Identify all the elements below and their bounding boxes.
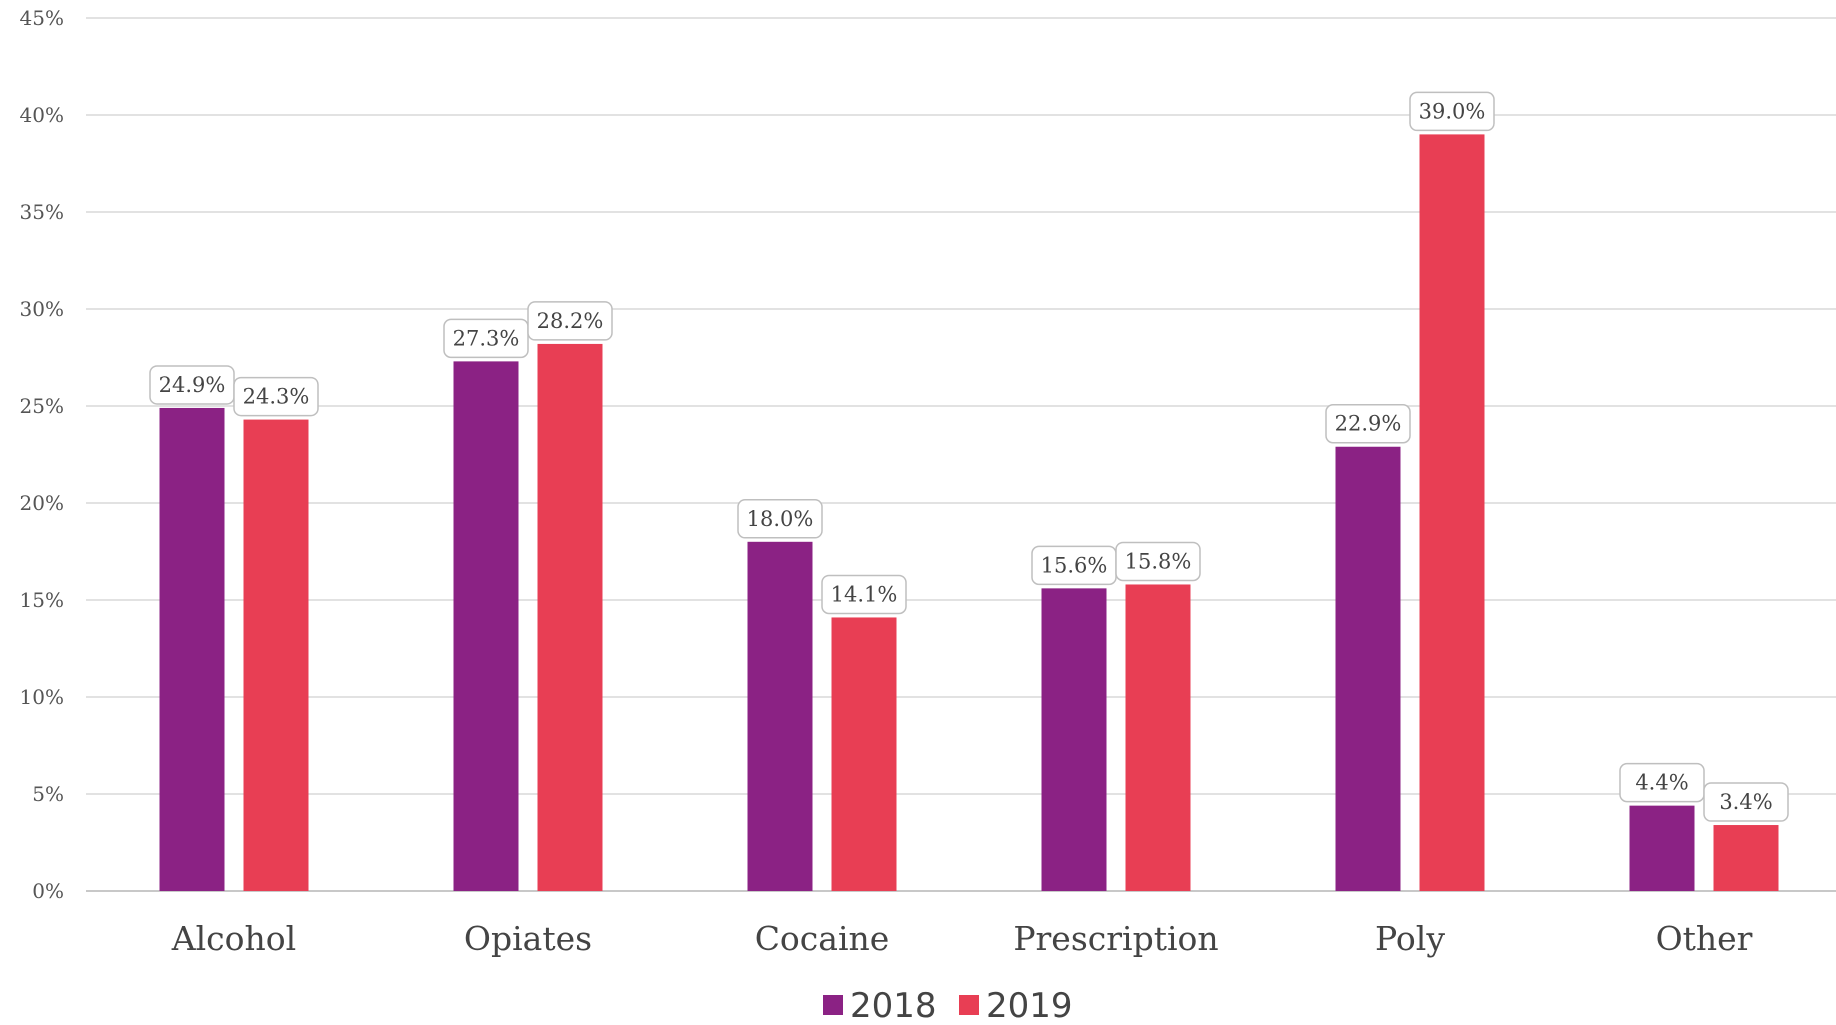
data-labels: 24.9% 24.3% 27.3% 28.2% 18.0% 14.1% 15.6% 15.8%…	[149, 91, 1789, 822]
data-label-box	[233, 376, 319, 417]
y-tick-label: 10%	[20, 685, 64, 709]
data-label-box	[1115, 541, 1201, 582]
data-label: 14.1%	[831, 582, 898, 606]
data-label-box	[737, 499, 823, 539]
data-label: 28.2%	[537, 309, 604, 333]
bar-2019-other	[1713, 825, 1779, 891]
data-label-box	[1325, 403, 1411, 444]
bars	[159, 134, 1779, 891]
bar-2018-opiates	[453, 361, 519, 891]
data-label-box	[1409, 91, 1495, 132]
data-label-box	[443, 318, 529, 359]
data-label-box	[527, 301, 613, 341]
y-tick-label: 0%	[32, 879, 64, 903]
legend: 2018 2019	[823, 986, 1073, 1025]
category-label: Opiates	[464, 919, 592, 958]
data-label: 24.9%	[159, 373, 226, 397]
legend-swatch-2019	[959, 995, 979, 1015]
data-label: 24.3%	[243, 385, 310, 409]
y-tick-label: 20%	[20, 491, 64, 515]
data-label: 15.6%	[1041, 553, 1108, 577]
x-axis-categories: Alcohol Opiates Cocaine Prescription Poly Oth…	[171, 919, 1753, 958]
y-tick-label: 5%	[32, 782, 64, 806]
bar-2019-opiates	[537, 343, 603, 891]
bar-2019-poly	[1419, 134, 1485, 891]
data-label: 4.4%	[1635, 771, 1688, 795]
bar-2018-poly	[1335, 446, 1401, 891]
legend-label-2019: 2019	[986, 986, 1073, 1025]
y-tick-label: 40%	[20, 103, 64, 127]
bar-2019-prescription	[1125, 584, 1191, 891]
data-label-box	[1703, 782, 1789, 822]
bar-2018-other	[1629, 805, 1695, 891]
data-label: 3.4%	[1719, 790, 1772, 814]
legend-label-2018: 2018	[850, 986, 937, 1025]
y-tick-label: 25%	[20, 394, 64, 418]
data-label: 39.0%	[1419, 99, 1486, 123]
data-label: 15.8%	[1125, 549, 1192, 573]
bar-2019-alcohol	[243, 419, 309, 891]
gridlines	[86, 17, 1836, 892]
category-label: Cocaine	[755, 919, 890, 958]
data-label: 27.3%	[453, 326, 520, 350]
category-label: Other	[1656, 919, 1753, 958]
data-label-box	[821, 574, 907, 615]
y-tick-label: 15%	[20, 588, 64, 612]
bar-2018-alcohol	[159, 407, 225, 891]
bar-2018-prescription	[1041, 588, 1107, 891]
category-label: Prescription	[1013, 919, 1218, 958]
y-axis-ticks: 0% 5% 10% 15% 20% 25% 30% 35% 40% 45%	[20, 6, 64, 903]
bar-2019-cocaine	[831, 617, 897, 891]
category-label: Alcohol	[171, 919, 296, 958]
legend-swatch-2018	[823, 995, 843, 1015]
y-tick-label: 35%	[20, 200, 64, 224]
data-label: 22.9%	[1335, 412, 1402, 436]
bar-2018-cocaine	[747, 541, 813, 891]
y-tick-label: 30%	[20, 297, 64, 321]
y-tick-label: 45%	[20, 6, 64, 30]
category-label: Poly	[1375, 919, 1445, 958]
data-label-box	[1619, 762, 1705, 803]
data-label: 18.0%	[747, 507, 814, 531]
